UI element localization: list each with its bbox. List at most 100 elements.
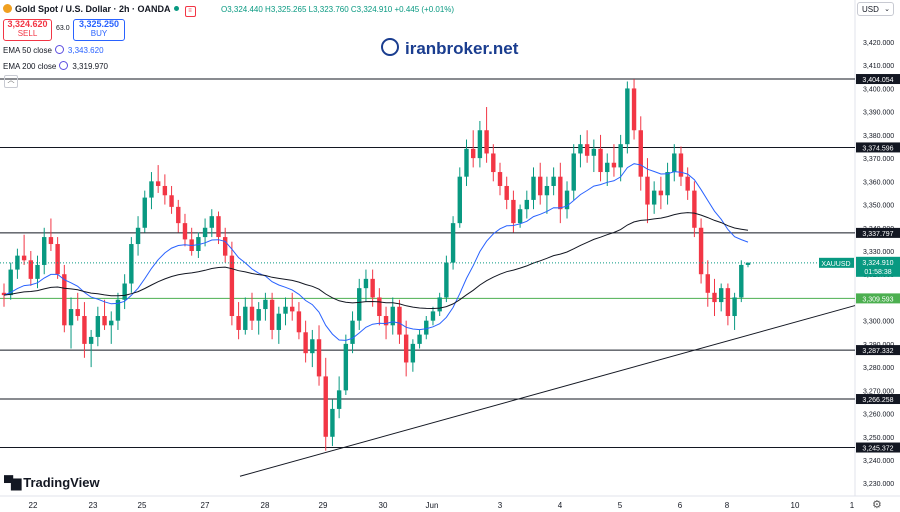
candle-body (122, 283, 127, 300)
market-open-icon (173, 6, 179, 11)
x-tick-label: 6 (678, 501, 683, 510)
candle-body (417, 334, 422, 344)
y-tick-label: 3,300.000 (863, 319, 894, 326)
y-tick-label: 3,410.000 (863, 63, 894, 70)
candle-body (645, 176, 650, 205)
candle-body (591, 148, 597, 156)
collapse-legend-button[interactable]: ︿ (4, 75, 18, 88)
y-tick-label: 3,380.000 (863, 133, 894, 140)
candle-body (323, 376, 328, 437)
x-tick-label: 3 (498, 501, 503, 510)
candle-body (350, 320, 355, 344)
candle-body (1, 292, 7, 296)
candle-body (491, 153, 496, 173)
candle-body (464, 148, 469, 177)
y-tick-label: 3,280.000 (863, 365, 894, 372)
candle-body (558, 176, 563, 210)
candle-body (269, 299, 275, 330)
buy-button[interactable]: 3,325.250 BUY (73, 19, 125, 41)
candle-body (142, 197, 147, 228)
ema200-legend[interactable]: EMA 200 close 3,319.970 (3, 61, 108, 71)
y-tick-label: 3,270.000 (863, 388, 894, 395)
symbol-tag-bg (819, 257, 854, 268)
candle-body (162, 185, 168, 196)
level-label: 3,337.797 (862, 231, 893, 238)
candle-body (149, 181, 154, 198)
candle-body (95, 316, 101, 337)
y-tick-label: 3,370.000 (863, 156, 894, 163)
candle-body (678, 153, 684, 177)
ohlc-readout: O3,324.440 H3,325.265 L3,323.760 C3,324.… (221, 5, 455, 14)
candle-body (705, 274, 710, 293)
candle-body (611, 162, 617, 168)
x-tick-label: 28 (261, 501, 270, 510)
tradingview-logo[interactable]: ▀▆ TradingView (4, 475, 100, 490)
level-label: 3,245.372 (862, 446, 893, 453)
alert-icon[interactable]: ≡ (184, 6, 196, 17)
candle-body (82, 316, 87, 344)
tradingview-icon: ▀▆ (4, 475, 21, 490)
x-tick-label: 8 (725, 501, 730, 510)
candle-body (55, 244, 60, 275)
y-tick-label: 3,350.000 (863, 203, 894, 210)
level-label-bg (856, 293, 900, 304)
candle-body (631, 88, 637, 131)
x-tick-label: 1 (850, 501, 855, 510)
y-tick-label: 3,390.000 (863, 110, 894, 117)
candle-body (196, 237, 201, 251)
candle-body (169, 195, 174, 207)
candle-body (450, 223, 456, 263)
candle-body (524, 199, 530, 210)
ema50-legend[interactable]: EMA 50 close 3,343.620 (3, 45, 104, 55)
candle-body (745, 262, 751, 265)
candle-body (35, 264, 40, 279)
candle-body (28, 260, 34, 279)
candle-body (296, 311, 302, 333)
candle-body (551, 176, 556, 186)
candle-body (725, 288, 731, 317)
candle-body (477, 130, 483, 159)
candle-body (316, 339, 322, 377)
candle-body (672, 153, 677, 173)
candle-body (290, 306, 295, 312)
candle-body (48, 237, 54, 245)
candle-body (330, 408, 335, 437)
candle-body (276, 313, 282, 330)
current-price-label: 3,324.910 (862, 260, 893, 267)
current-price-bg (856, 256, 900, 277)
candle-body (712, 292, 717, 303)
candle-body (129, 244, 134, 284)
candle-body (665, 172, 670, 196)
candle-body (511, 199, 516, 224)
level-label: 3,266.258 (862, 397, 893, 404)
y-tick-label: 3,230.000 (863, 481, 894, 488)
candle-body (68, 309, 74, 326)
y-tick-label: 3,360.000 (863, 179, 894, 186)
eye-icon[interactable] (54, 45, 64, 54)
candle-body (377, 297, 382, 317)
level-label-bg (856, 442, 900, 453)
spread-value: 63.0 (56, 25, 70, 32)
candle-body (303, 332, 308, 354)
candle-body (21, 255, 27, 261)
candle-body (625, 88, 630, 145)
sell-button[interactable]: 3,324.620 SELL (3, 19, 52, 41)
candle-body (243, 306, 248, 330)
symbol-title[interactable]: Gold Spot / U.S. Dollar · 2h · OANDA ≡ (3, 4, 196, 17)
candle-body (732, 297, 737, 317)
level-label-bg (856, 394, 900, 405)
candle-body (155, 181, 161, 186)
candle-body (578, 144, 583, 154)
x-tick-label: 29 (319, 501, 328, 510)
candle-body (718, 288, 724, 303)
gear-icon[interactable]: ⚙ (872, 499, 882, 511)
currency-select[interactable]: USD ⌄ (857, 2, 894, 16)
candle-body (62, 274, 67, 326)
y-tick-label: 3,240.000 (863, 458, 894, 465)
candle-body (538, 176, 543, 196)
candle-body (497, 172, 503, 186)
x-tick-label: 23 (89, 501, 98, 510)
eye-icon[interactable] (59, 61, 69, 70)
candle-body (209, 216, 214, 228)
